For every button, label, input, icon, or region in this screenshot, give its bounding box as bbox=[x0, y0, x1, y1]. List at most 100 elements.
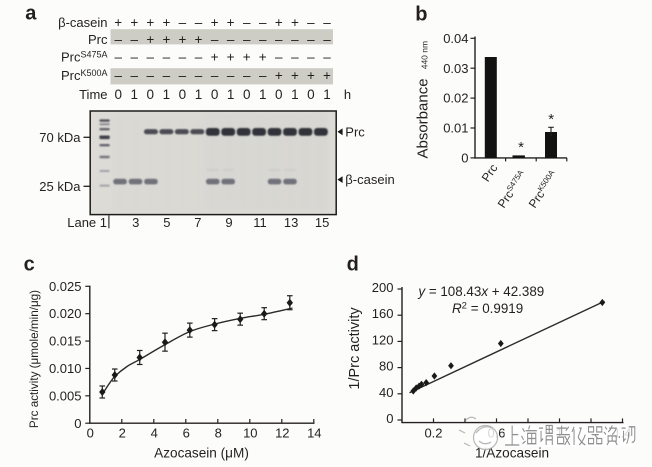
svg-text:+: + bbox=[307, 68, 315, 83]
svg-text:–: – bbox=[114, 50, 122, 65]
svg-text:70 kDa: 70 kDa bbox=[39, 130, 81, 145]
svg-text:1: 1 bbox=[259, 87, 267, 102]
svg-text:c: c bbox=[24, 254, 35, 276]
svg-text:–: – bbox=[323, 15, 331, 30]
svg-text:–: – bbox=[114, 68, 122, 83]
svg-text:h: h bbox=[344, 87, 351, 102]
svg-text:Lane 1: Lane 1 bbox=[67, 215, 107, 230]
svg-text:–: – bbox=[243, 15, 251, 30]
svg-text:–: – bbox=[147, 50, 155, 65]
svg-text:13: 13 bbox=[284, 215, 298, 230]
svg-text:–: – bbox=[291, 50, 299, 65]
svg-text:–: – bbox=[131, 32, 139, 47]
svg-text:+: + bbox=[275, 68, 283, 83]
svg-text:+: + bbox=[130, 15, 138, 30]
svg-text:0.04: 0.04 bbox=[443, 31, 468, 46]
svg-text:14: 14 bbox=[307, 425, 321, 440]
svg-text:Absorbance 440 nm: Absorbance 440 nm bbox=[414, 41, 431, 159]
svg-text:β-casein: β-casein bbox=[58, 15, 107, 30]
svg-text:–: – bbox=[131, 68, 139, 83]
svg-text:+: + bbox=[275, 15, 283, 30]
svg-text:+: + bbox=[146, 32, 154, 47]
svg-text:–: – bbox=[227, 32, 235, 47]
svg-text:10: 10 bbox=[243, 425, 257, 440]
svg-text:1/Prc activity: 1/Prc activity bbox=[347, 307, 363, 390]
svg-text:–: – bbox=[243, 68, 251, 83]
svg-text:+: + bbox=[291, 15, 299, 30]
svg-text:PrcK500A: PrcK500A bbox=[526, 168, 561, 211]
svg-text:0: 0 bbox=[243, 87, 251, 102]
svg-text:–: – bbox=[211, 32, 219, 47]
svg-text:1: 1 bbox=[291, 87, 299, 102]
svg-text:15: 15 bbox=[315, 215, 329, 230]
svg-text:Prc: Prc bbox=[479, 162, 501, 185]
svg-text:+: + bbox=[211, 15, 219, 30]
svg-text:–: – bbox=[195, 15, 203, 30]
svg-text:1: 1 bbox=[227, 87, 235, 102]
svg-text:–: – bbox=[243, 32, 251, 47]
svg-text:+: + bbox=[291, 68, 299, 83]
svg-text:80: 80 bbox=[379, 359, 393, 374]
svg-text:6: 6 bbox=[183, 425, 190, 440]
svg-text:+: + bbox=[211, 50, 219, 65]
svg-text:2: 2 bbox=[119, 425, 126, 440]
svg-text:1: 1 bbox=[163, 87, 171, 102]
svg-text:0.2: 0.2 bbox=[424, 425, 442, 440]
svg-text:–: – bbox=[227, 68, 235, 83]
svg-text:–: – bbox=[307, 15, 315, 30]
svg-text:–: – bbox=[163, 68, 171, 83]
svg-text:25 kDa: 25 kDa bbox=[39, 179, 81, 194]
svg-text:b: b bbox=[415, 3, 427, 25]
svg-text:1: 1 bbox=[195, 87, 203, 102]
svg-text:PrcK500A: PrcK500A bbox=[61, 68, 108, 83]
svg-text:1: 1 bbox=[131, 87, 139, 102]
svg-text:–: – bbox=[179, 50, 187, 65]
svg-text:11: 11 bbox=[253, 215, 267, 230]
svg-text:–: – bbox=[291, 32, 299, 47]
svg-text:β-casein: β-casein bbox=[345, 172, 394, 187]
svg-text:–: – bbox=[259, 15, 267, 30]
svg-text:–: – bbox=[211, 68, 219, 83]
svg-text:d: d bbox=[347, 254, 359, 276]
svg-text:–: – bbox=[131, 50, 139, 65]
svg-text:0.005: 0.005 bbox=[49, 388, 82, 403]
svg-text:40: 40 bbox=[379, 385, 393, 400]
svg-text:0: 0 bbox=[461, 151, 468, 166]
svg-text:–: – bbox=[307, 50, 315, 65]
svg-text:–: – bbox=[179, 15, 187, 30]
svg-text:+: + bbox=[323, 68, 331, 83]
svg-text:–: – bbox=[275, 32, 283, 47]
svg-text:PrcS475A: PrcS475A bbox=[61, 50, 108, 65]
svg-text:0: 0 bbox=[386, 411, 393, 426]
svg-text:1: 1 bbox=[323, 87, 331, 102]
svg-text:0.03: 0.03 bbox=[443, 61, 468, 76]
svg-text:0.010: 0.010 bbox=[49, 361, 82, 376]
svg-text:+: + bbox=[178, 32, 186, 47]
svg-text:Prc activity (μmole/min/μg): Prc activity (μmole/min/μg) bbox=[28, 290, 41, 428]
svg-text:*: * bbox=[548, 111, 554, 128]
svg-text:Time: Time bbox=[79, 87, 107, 102]
svg-text:9: 9 bbox=[225, 215, 232, 230]
svg-text:–: – bbox=[323, 50, 331, 65]
svg-text:–: – bbox=[323, 32, 331, 47]
svg-text:–: – bbox=[259, 68, 267, 83]
svg-text:–: – bbox=[163, 50, 171, 65]
svg-text:8: 8 bbox=[215, 425, 222, 440]
svg-text:0: 0 bbox=[74, 416, 81, 431]
svg-text:+: + bbox=[146, 15, 154, 30]
svg-text:0: 0 bbox=[307, 87, 315, 102]
svg-text:+: + bbox=[243, 50, 251, 65]
svg-text:0.02: 0.02 bbox=[443, 91, 468, 106]
svg-text:+: + bbox=[227, 50, 235, 65]
svg-text:+: + bbox=[259, 50, 267, 65]
svg-text:–: – bbox=[179, 68, 187, 83]
svg-text:+: + bbox=[114, 15, 122, 30]
svg-text:0: 0 bbox=[87, 425, 94, 440]
svg-text:Azocasein (μM): Azocasein (μM) bbox=[154, 446, 249, 461]
svg-text:7: 7 bbox=[194, 215, 201, 230]
svg-text:–: – bbox=[147, 68, 155, 83]
svg-text:4: 4 bbox=[151, 425, 158, 440]
svg-text:+: + bbox=[162, 32, 170, 47]
svg-text:0.01: 0.01 bbox=[443, 121, 468, 136]
svg-text:0.025: 0.025 bbox=[49, 279, 82, 294]
